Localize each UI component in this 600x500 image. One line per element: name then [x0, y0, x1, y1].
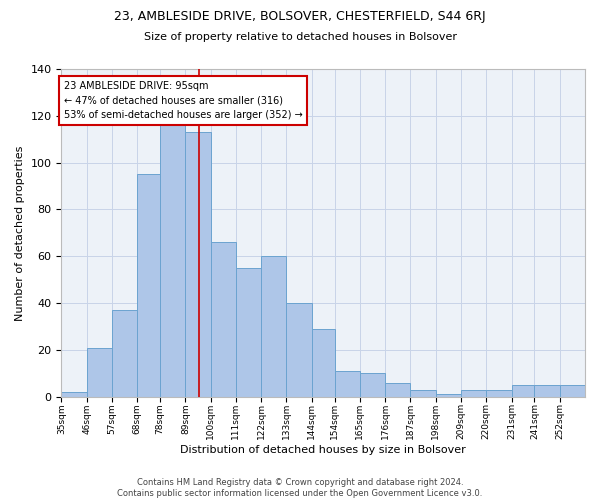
- Bar: [112, 310, 137, 397]
- Bar: [512, 385, 535, 397]
- Bar: [236, 268, 261, 397]
- Bar: [535, 385, 560, 397]
- X-axis label: Distribution of detached houses by size in Bolsover: Distribution of detached houses by size …: [181, 445, 466, 455]
- Text: 23, AMBLESIDE DRIVE, BOLSOVER, CHESTERFIELD, S44 6RJ: 23, AMBLESIDE DRIVE, BOLSOVER, CHESTERFI…: [114, 10, 486, 23]
- Bar: [461, 390, 486, 397]
- Bar: [436, 394, 461, 397]
- Text: Contains HM Land Registry data © Crown copyright and database right 2024.
Contai: Contains HM Land Registry data © Crown c…: [118, 478, 482, 498]
- Bar: [86, 348, 112, 397]
- Text: Size of property relative to detached houses in Bolsover: Size of property relative to detached ho…: [143, 32, 457, 42]
- Bar: [160, 120, 185, 397]
- Bar: [261, 256, 286, 397]
- Text: 23 AMBLESIDE DRIVE: 95sqm
← 47% of detached houses are smaller (316)
53% of semi: 23 AMBLESIDE DRIVE: 95sqm ← 47% of detac…: [64, 80, 302, 120]
- Bar: [312, 329, 335, 397]
- Bar: [486, 390, 512, 397]
- Bar: [185, 132, 211, 397]
- Bar: [335, 371, 360, 397]
- Bar: [61, 392, 86, 397]
- Bar: [410, 390, 436, 397]
- Bar: [385, 383, 410, 397]
- Bar: [211, 242, 236, 397]
- Bar: [560, 385, 585, 397]
- Bar: [137, 174, 160, 397]
- Y-axis label: Number of detached properties: Number of detached properties: [15, 145, 25, 320]
- Bar: [286, 303, 312, 397]
- Bar: [360, 374, 385, 397]
